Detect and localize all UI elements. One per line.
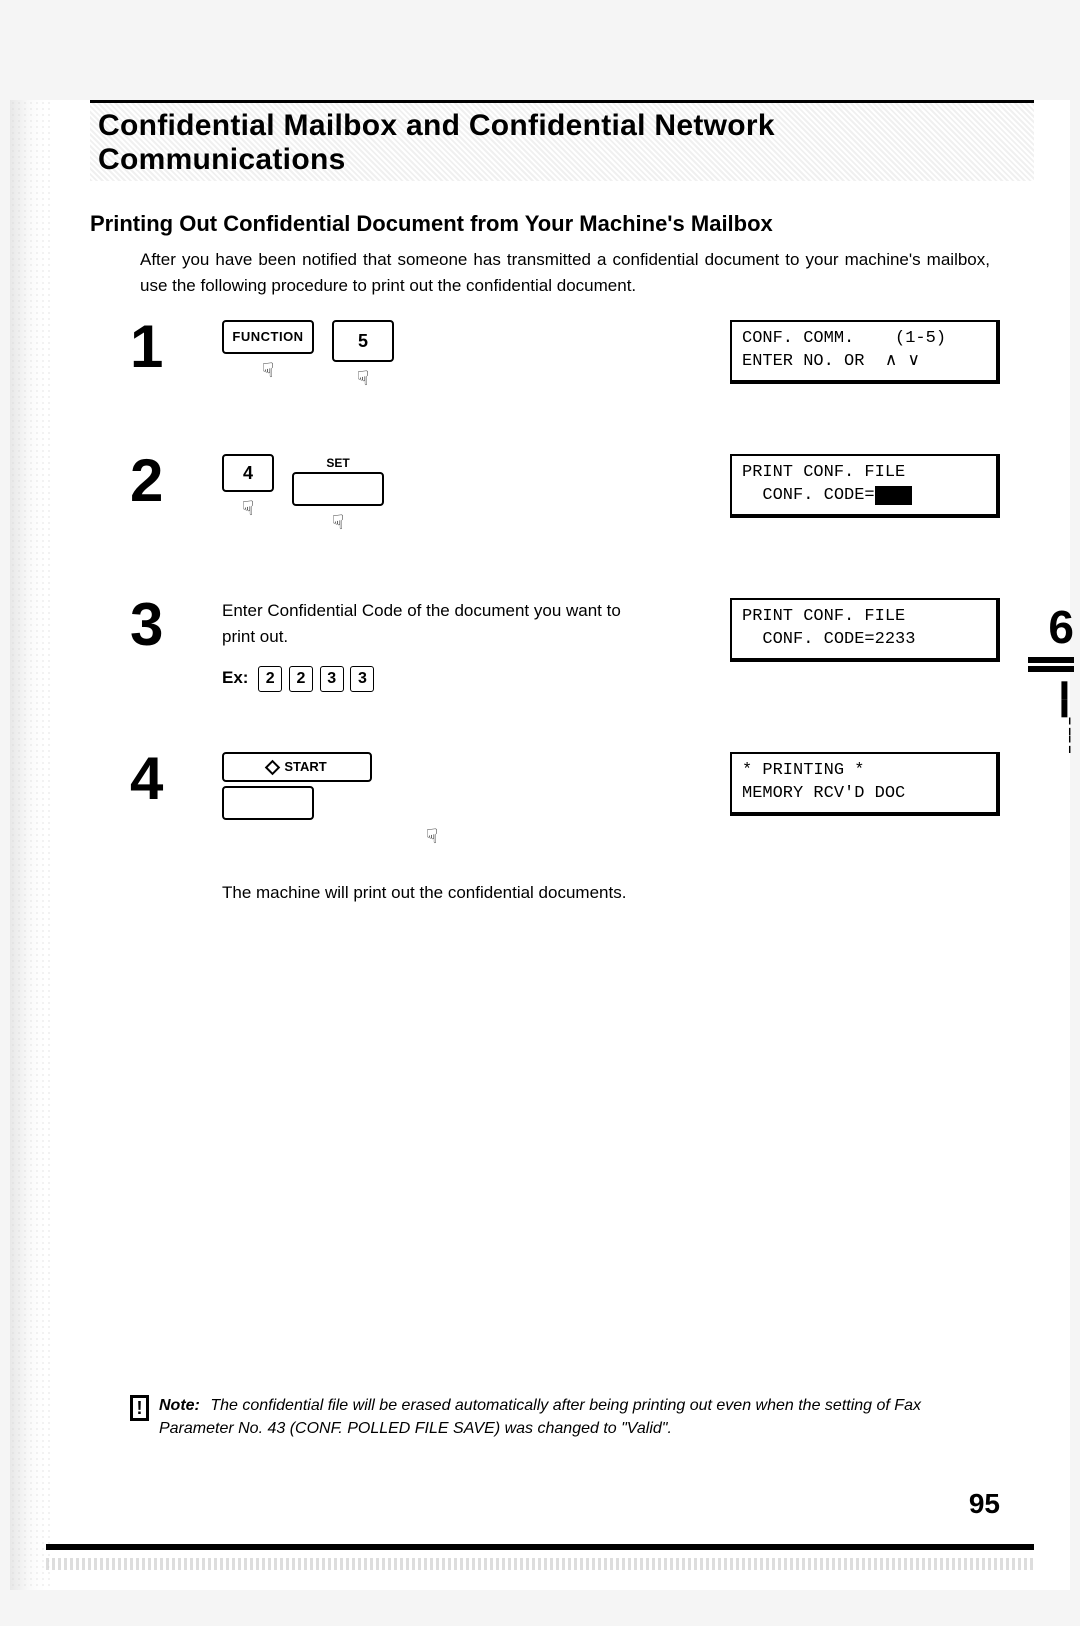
digit-key-cap: 5 bbox=[332, 320, 394, 362]
note-text: Note: The confidential file will be eras… bbox=[159, 1395, 990, 1440]
lcd-line: PRINT CONF. FILE bbox=[742, 607, 905, 626]
note-body: The confidential file will be erased aut… bbox=[159, 1397, 921, 1436]
steps-list: 1 FUNCTION ☟ 5 ☟ CONF. COMM. (1-5) ENTER… bbox=[10, 320, 1070, 906]
section-title: Printing Out Confidential Document from … bbox=[90, 211, 1034, 237]
lcd-line: ENTER NO. OR ∧ ∨ bbox=[742, 352, 920, 371]
digit-key-4: 4 ☟ bbox=[222, 454, 274, 524]
set-key-label: SET bbox=[326, 454, 349, 472]
start-key-label: START bbox=[284, 757, 326, 777]
chapter-title: Confidential Mailbox and Confidential Ne… bbox=[98, 109, 1026, 177]
function-key: FUNCTION ☟ bbox=[222, 320, 314, 386]
step-text: Enter Confidential Code of the document … bbox=[222, 598, 642, 649]
lcd-cursor: ▮▮▮▮ bbox=[875, 486, 912, 505]
press-icon: ☟ bbox=[357, 364, 369, 394]
press-icon: ☟ bbox=[426, 822, 438, 852]
scan-noise bbox=[46, 1558, 1034, 1570]
chapter-tab: 6 ❚❚¦¦ bbox=[1028, 600, 1074, 752]
press-icon: ☟ bbox=[262, 356, 274, 386]
press-icon: ☟ bbox=[242, 494, 254, 524]
press-icon: ☟ bbox=[332, 508, 344, 538]
step-number: 2 bbox=[130, 454, 222, 508]
lcd-display: PRINT CONF. FILE CONF. CODE=2233 bbox=[730, 598, 1000, 662]
step-number: 1 bbox=[130, 320, 222, 374]
lcd-line: * PRINTING * bbox=[742, 761, 864, 780]
set-key-cap bbox=[292, 472, 384, 506]
step-1: 1 FUNCTION ☟ 5 ☟ CONF. COMM. (1-5) ENTER… bbox=[130, 320, 1000, 394]
lcd-display: PRINT CONF. FILE CONF. CODE=▮▮▮▮ bbox=[730, 454, 1000, 518]
note-label: Note: bbox=[159, 1397, 200, 1414]
step-2: 2 4 ☟ SET ☟ PRINT CONF. FILE CONF. CODE=… bbox=[130, 454, 1000, 538]
digit-key-cap: 4 bbox=[222, 454, 274, 492]
step-body: START ☟ The machine will print out the c… bbox=[222, 752, 642, 906]
step-body: FUNCTION ☟ 5 ☟ bbox=[222, 320, 642, 394]
lcd-line: CONF. CODE=2233 bbox=[742, 630, 915, 649]
lcd-line: CONF. COMM. (1-5) bbox=[742, 329, 946, 348]
digit-key-5: 5 ☟ bbox=[332, 320, 394, 394]
chapter-header: Confidential Mailbox and Confidential Ne… bbox=[90, 100, 1034, 181]
chapter-tab-bars bbox=[1028, 657, 1074, 672]
page-number: 95 bbox=[969, 1488, 1000, 1520]
note: ! Note: The confidential file will be er… bbox=[130, 1395, 990, 1440]
lcd-display: * PRINTING * MEMORY RCV'D DOC bbox=[730, 752, 1000, 816]
example-digit: 2 bbox=[258, 666, 282, 692]
set-key: SET ☟ bbox=[292, 454, 384, 538]
chapter-tab-ticks: ❚❚¦¦ bbox=[1028, 680, 1074, 752]
intro-paragraph: After you have been notified that someon… bbox=[140, 247, 990, 298]
step-body: 4 ☟ SET ☟ bbox=[222, 454, 642, 538]
page: Confidential Mailbox and Confidential Ne… bbox=[10, 100, 1070, 1590]
alert-icon: ! bbox=[130, 1395, 149, 1421]
step-4: 4 START ☟ The machine will print out the… bbox=[130, 752, 1000, 906]
chapter-tab-number: 6 bbox=[1028, 600, 1074, 654]
scan-texture bbox=[10, 100, 50, 1590]
example-digit: 3 bbox=[320, 666, 344, 692]
step-body: Enter Confidential Code of the document … bbox=[222, 598, 642, 692]
example-digit: 2 bbox=[289, 666, 313, 692]
lcd-line: MEMORY RCV'D DOC bbox=[742, 784, 905, 803]
lcd-display: CONF. COMM. (1-5) ENTER NO. OR ∧ ∨ bbox=[730, 320, 1000, 384]
example-digit: 3 bbox=[350, 666, 374, 692]
footer-rule bbox=[46, 1544, 1034, 1550]
lcd-line: PRINT CONF. FILE bbox=[742, 463, 905, 482]
step-number: 3 bbox=[130, 598, 222, 652]
start-diamond-icon bbox=[265, 759, 281, 775]
step-caption: The machine will print out the confident… bbox=[222, 880, 642, 906]
start-key: START ☟ bbox=[222, 752, 642, 852]
start-key-cap bbox=[222, 786, 314, 820]
step-3: 3 Enter Confidential Code of the documen… bbox=[130, 598, 1000, 692]
step-number: 4 bbox=[130, 752, 222, 806]
function-key-cap: FUNCTION bbox=[222, 320, 314, 354]
example-label: Ex: bbox=[222, 665, 248, 691]
lcd-line: CONF. CODE= bbox=[742, 486, 875, 505]
